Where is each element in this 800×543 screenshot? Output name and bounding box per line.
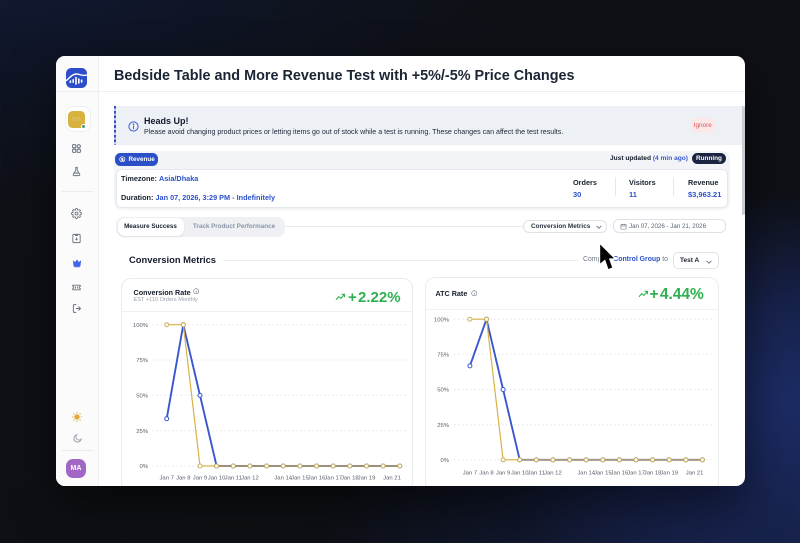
svg-text:Jan 14: Jan 14 (274, 475, 292, 481)
svg-text:25%: 25% (437, 423, 450, 429)
svg-text:Jan 16: Jan 16 (610, 471, 628, 477)
svg-text:Jan 17: Jan 17 (627, 471, 645, 477)
svg-text:Jan 16: Jan 16 (307, 475, 325, 481)
svg-text:Jan 8: Jan 8 (176, 475, 191, 481)
svg-text:Jan 18: Jan 18 (340, 475, 358, 481)
svg-text:Jan 12: Jan 12 (544, 471, 562, 477)
svg-text:Jan 10: Jan 10 (510, 471, 528, 477)
svg-text:Jan 10: Jan 10 (207, 475, 225, 481)
svg-text:25%: 25% (136, 429, 149, 435)
svg-text:50%: 50% (136, 393, 149, 399)
svg-text:Jan 8: Jan 8 (479, 471, 494, 477)
svg-text:Jan 11: Jan 11 (527, 471, 544, 477)
svg-text:Jan 19: Jan 19 (357, 475, 375, 481)
svg-text:Jan 7: Jan 7 (159, 475, 173, 481)
svg-text:Jan 15: Jan 15 (291, 475, 309, 481)
svg-text:50%: 50% (437, 388, 450, 394)
svg-text:Jan 15: Jan 15 (593, 471, 611, 477)
svg-text:Jan 12: Jan 12 (241, 475, 259, 481)
svg-text:Jan 7: Jan 7 (462, 471, 476, 477)
svg-text:Jan 9: Jan 9 (495, 471, 509, 477)
svg-text:Jan 9: Jan 9 (192, 475, 206, 481)
svg-text:Jan 18: Jan 18 (643, 471, 661, 477)
svg-text:Jan 17: Jan 17 (324, 475, 342, 481)
svg-text:0%: 0% (139, 464, 148, 470)
svg-text:0%: 0% (440, 458, 449, 464)
svg-text:Jan 21: Jan 21 (685, 471, 703, 477)
svg-text:100%: 100% (132, 323, 148, 329)
svg-text:75%: 75% (136, 358, 149, 364)
svg-text:75%: 75% (437, 353, 450, 359)
svg-text:Jan 14: Jan 14 (577, 471, 595, 477)
svg-text:Jan 19: Jan 19 (660, 471, 678, 477)
svg-text:Jan 21: Jan 21 (383, 475, 401, 481)
svg-text:100%: 100% (433, 317, 449, 323)
svg-text:Jan 11: Jan 11 (224, 475, 241, 481)
